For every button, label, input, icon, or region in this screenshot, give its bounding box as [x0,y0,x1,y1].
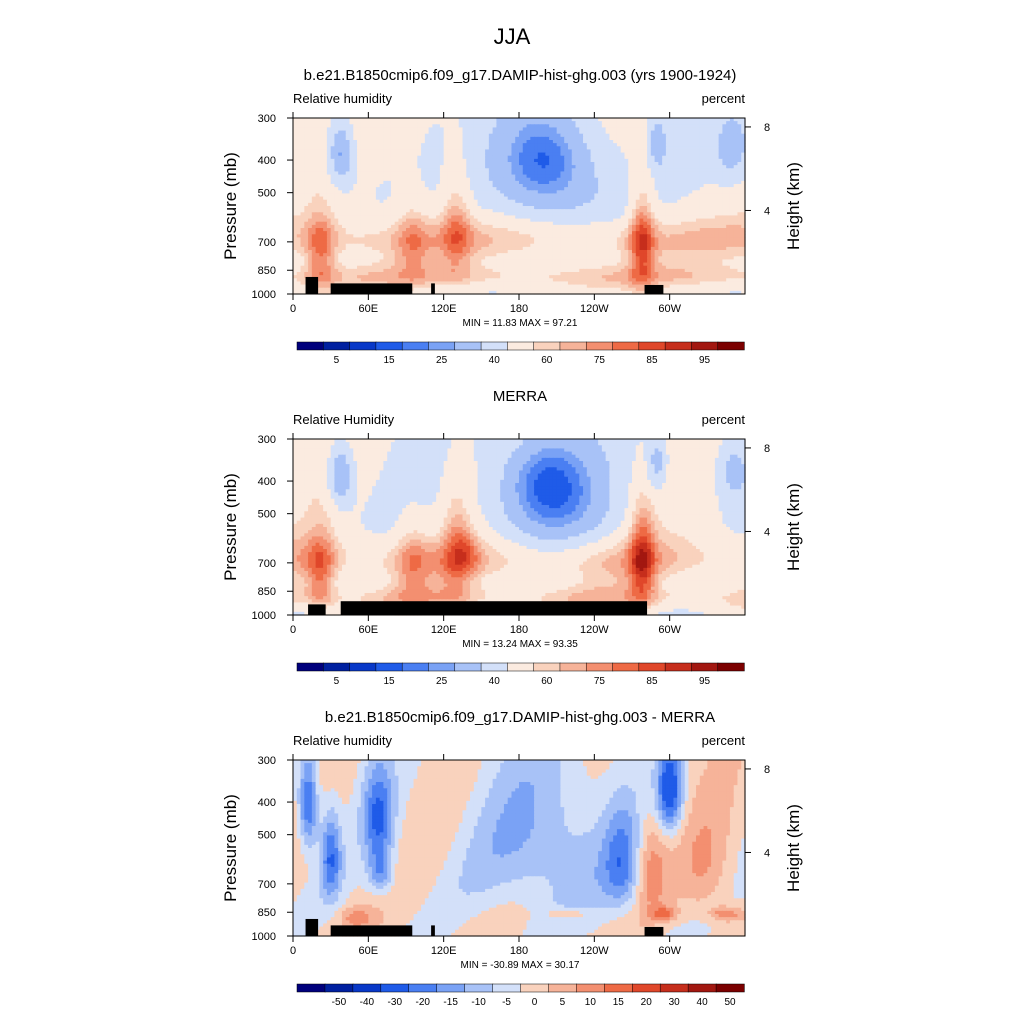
panel-model: b.e21.B1850cmip6.f09_g17.DAMIP-hist-ghg.… [221,67,803,366]
heatmap-field [293,118,746,295]
units-label: percent [702,91,746,106]
variable-label: Relative humidity [293,91,392,106]
panel-title: b.e21.B1850cmip6.f09_g17.DAMIP-hist-ghg.… [304,67,737,84]
figure-title: JJA [494,24,531,49]
